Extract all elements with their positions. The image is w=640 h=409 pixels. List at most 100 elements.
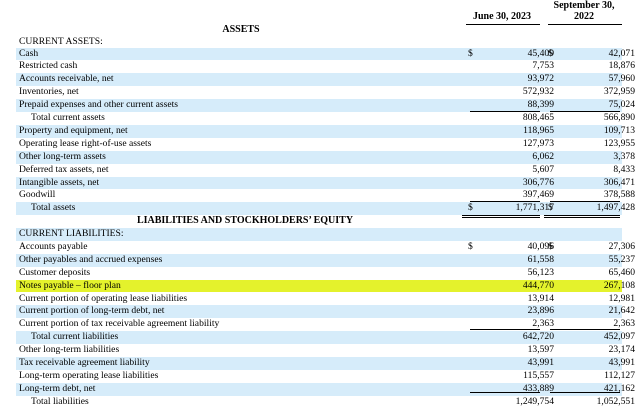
table-row: Total current liabilities 642,720 452,097 bbox=[16, 331, 635, 345]
value-june-2023: 7,753 bbox=[532, 60, 554, 72]
value-sept-2022: 8,433 bbox=[613, 163, 635, 175]
value-june-2023: 23,896 bbox=[527, 305, 554, 317]
value-june-2023: 306,776 bbox=[522, 176, 554, 188]
total-rule bbox=[470, 110, 540, 112]
row-label: Long-term operating lease liabilities bbox=[19, 369, 159, 381]
value-june-2023: 572,932 bbox=[522, 86, 554, 98]
value-sept-2022: 27,306 bbox=[608, 240, 635, 252]
value-june-2023: 642,720 bbox=[522, 331, 554, 343]
currency-symbol-sept-2022: $ bbox=[548, 202, 553, 214]
value-june-2023: 61,558 bbox=[527, 253, 554, 265]
assets-section-title: ASSETS bbox=[222, 24, 260, 35]
column-header-sept-2022-line1: September 30, bbox=[553, 0, 615, 11]
value-sept-2022: 57,960 bbox=[608, 73, 635, 85]
row-label: Accounts payable bbox=[19, 240, 88, 252]
currency-symbol-june-2023: $ bbox=[468, 240, 473, 252]
total-rule bbox=[470, 392, 540, 393]
value-june-2023: 93,972 bbox=[527, 73, 554, 85]
currency-symbol-june-2023: $ bbox=[468, 202, 473, 214]
table-row: Current portion of tax receivable agreem… bbox=[16, 318, 635, 331]
table-row: Deferred tax assets, net 5,607 8,433 bbox=[16, 163, 635, 177]
column-header-sept-2022-line2: 2022 bbox=[574, 11, 594, 22]
row-label: Current portion of operating lease liabi… bbox=[19, 292, 188, 304]
row-label: Deferred tax assets, net bbox=[19, 163, 109, 175]
value-sept-2022: 421,162 bbox=[603, 382, 635, 394]
row-label: Restricted cash bbox=[19, 60, 78, 72]
value-sept-2022: 112,127 bbox=[604, 369, 635, 381]
total-rule bbox=[462, 214, 540, 218]
row-label: Inventories, net bbox=[19, 86, 79, 98]
value-sept-2022: 123,955 bbox=[603, 137, 635, 149]
row-label: Notes payable – floor plan bbox=[19, 279, 121, 291]
table-row: Accounts receivable, net 93,972 57,960 bbox=[16, 73, 635, 87]
currency-symbol-june-2023: $ bbox=[468, 47, 473, 59]
table-row: CURRENT LIABILITIES: bbox=[16, 228, 622, 241]
value-june-2023: 45,409 bbox=[527, 47, 554, 59]
value-june-2023: 40,096 bbox=[527, 240, 554, 252]
value-sept-2022: 2,363 bbox=[613, 318, 635, 330]
value-june-2023: 5,607 bbox=[532, 163, 554, 175]
total-rule bbox=[470, 329, 540, 331]
value-sept-2022: 372,959 bbox=[603, 86, 635, 98]
row-label: Current portion of long-term debt, net bbox=[19, 305, 165, 317]
table-row: Other payables and accrued expenses 61,55… bbox=[16, 253, 635, 267]
total-rule bbox=[550, 110, 620, 112]
table-row: Current portion of operating lease liabi… bbox=[16, 292, 635, 306]
row-label: Intangible assets, net bbox=[19, 176, 100, 188]
value-june-2023: 1,771,317 bbox=[515, 202, 554, 214]
value-june-2023: 13,914 bbox=[527, 292, 554, 304]
table-row: Customer deposits 56,123 65,460 bbox=[16, 266, 635, 280]
value-sept-2022: 55,237 bbox=[608, 253, 635, 265]
value-sept-2022: 1,052,551 bbox=[596, 395, 635, 407]
table-row: Intangible assets, net 306,776 306,471 bbox=[16, 176, 635, 190]
row-label: Total current assets bbox=[31, 112, 105, 123]
row-label: Other long-term assets bbox=[19, 150, 106, 162]
row-label: Total liabilities bbox=[31, 395, 89, 407]
value-sept-2022: 18,876 bbox=[608, 60, 635, 72]
currency-symbol-sept-2022: $ bbox=[548, 47, 553, 59]
total-rule bbox=[550, 392, 620, 393]
value-june-2023: 127,973 bbox=[522, 137, 554, 149]
total-rule bbox=[550, 329, 620, 331]
value-june-2023: 56,123 bbox=[527, 266, 554, 278]
value-sept-2022: 3,378 bbox=[613, 150, 635, 162]
table-row: Total liabilities 1,249,754 1,052,551 bbox=[16, 395, 635, 409]
table-row: Long-term debt, net 433,889 421,162 bbox=[16, 382, 635, 396]
value-sept-2022: 1,497,428 bbox=[596, 202, 635, 214]
row-label: Cash bbox=[19, 47, 39, 59]
row-label: Property and equipment, net bbox=[19, 124, 128, 136]
row-label: Accounts receivable, net bbox=[19, 73, 114, 85]
value-sept-2022: 21,642 bbox=[608, 305, 635, 317]
value-sept-2022: 452,097 bbox=[603, 331, 635, 343]
value-june-2023: 6,062 bbox=[532, 150, 554, 162]
value-june-2023: 2,363 bbox=[532, 318, 554, 330]
table-row: Goodwill 397,469 378,588 bbox=[16, 189, 635, 202]
row-label: Prepaid expenses and other current asset… bbox=[19, 99, 179, 111]
column-header-sept-2022: September 30, 2022 bbox=[544, 0, 624, 22]
row-label: Other long-term liabilities bbox=[19, 344, 120, 356]
table-row: Accounts payable $40,096 $27,306 bbox=[16, 240, 635, 254]
table-row: CURRENT ASSETS: bbox=[16, 36, 622, 49]
value-sept-2022: 42,071 bbox=[608, 47, 635, 59]
row-label: CURRENT LIABILITIES: bbox=[19, 228, 124, 239]
value-june-2023: 43,991 bbox=[527, 357, 554, 368]
value-sept-2022: 23,174 bbox=[608, 344, 635, 356]
value-june-2023: 808,465 bbox=[522, 112, 554, 123]
table-row: Total current assets 808,465 566,890 bbox=[16, 112, 635, 125]
row-label: Customer deposits bbox=[19, 266, 91, 278]
liabilities-section-title: LIABILITIES AND STOCKHOLDERS’ EQUITY bbox=[136, 215, 354, 226]
value-sept-2022: 65,460 bbox=[608, 266, 635, 278]
row-label: Other payables and accrued expenses bbox=[19, 253, 163, 265]
row-label: Goodwill bbox=[19, 189, 56, 201]
value-sept-2022: 43,991 bbox=[608, 357, 635, 368]
row-label: Total assets bbox=[31, 202, 76, 214]
table-row: Prepaid expenses and other current asset… bbox=[16, 99, 635, 112]
value-sept-2022: 109,713 bbox=[603, 124, 635, 136]
row-label: Current portion of tax receivable agreem… bbox=[19, 318, 220, 330]
table-row: Property and equipment, net 118,965 109,71… bbox=[16, 124, 635, 138]
row-label: Operating lease right-of-use assets bbox=[19, 137, 152, 149]
value-sept-2022: 75,024 bbox=[608, 99, 635, 111]
table-row: Cash $45,409 $42,071 bbox=[16, 47, 635, 61]
table-row: Long-term operating lease liabilities 115… bbox=[16, 369, 635, 383]
value-sept-2022: 306,471 bbox=[603, 176, 635, 188]
